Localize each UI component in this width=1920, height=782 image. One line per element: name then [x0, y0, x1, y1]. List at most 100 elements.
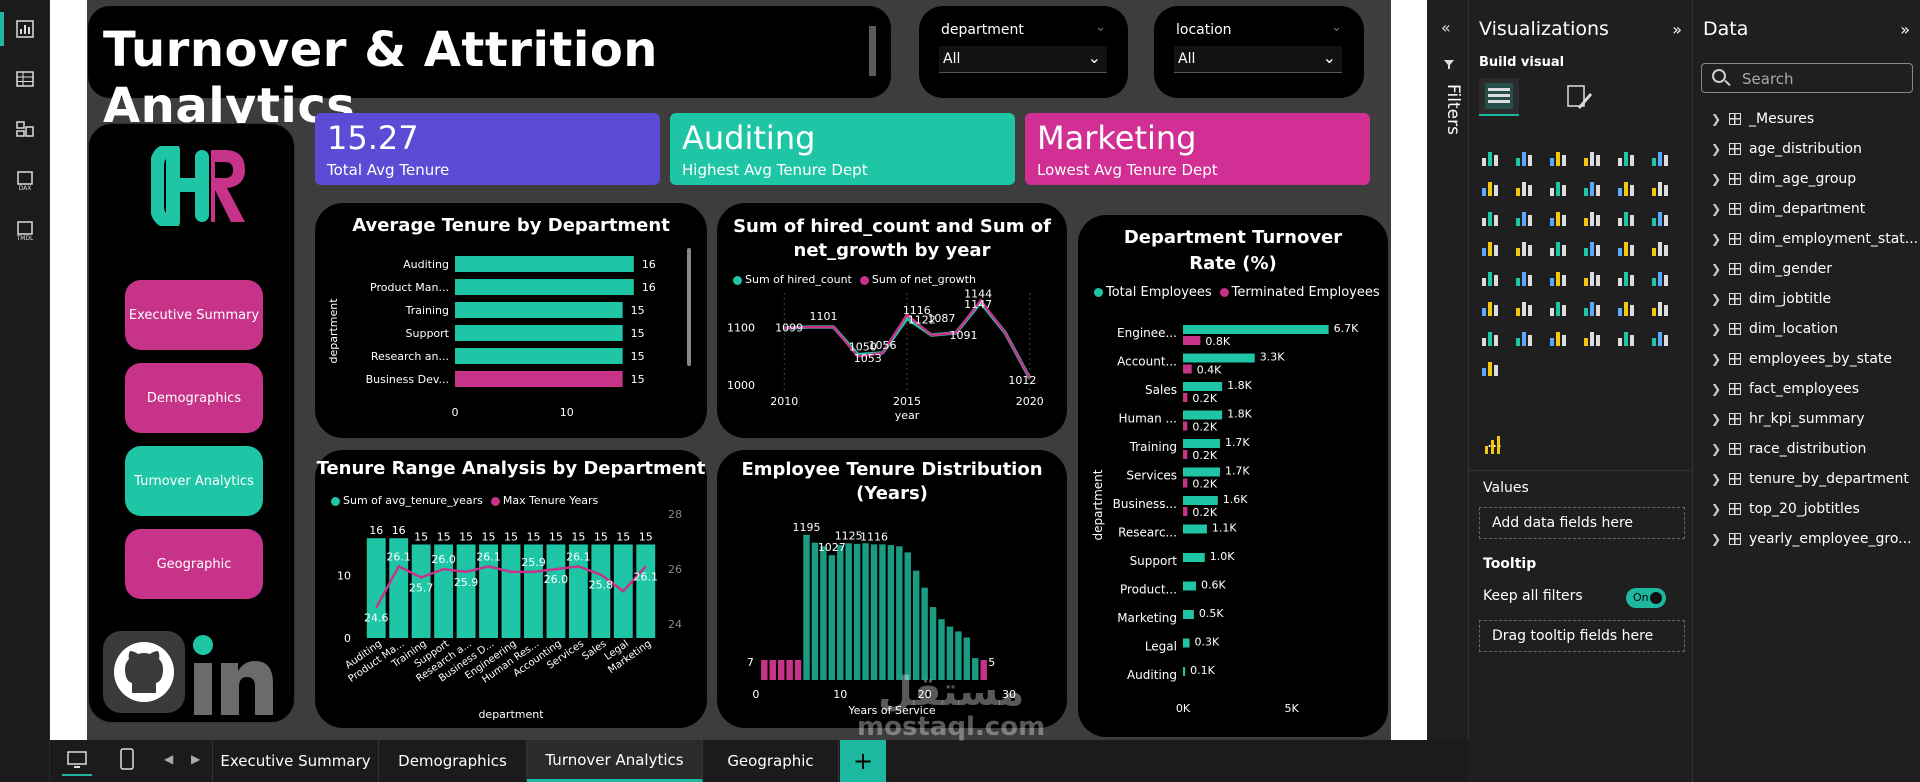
- data-table-item[interactable]: ❯ dim_gender: [1711, 258, 1832, 280]
- area-chart-icon[interactable]: [1513, 176, 1535, 198]
- chevron-right-icon[interactable]: ❯: [1711, 412, 1722, 426]
- scatter-icon[interactable]: [1513, 206, 1535, 228]
- filters-pane-collapsed[interactable]: « Filters: [1427, 0, 1469, 740]
- avg-tenure-bar-chart[interactable]: Auditing 16 Product Man... 16 Training 15 Supp…: [315, 203, 707, 438]
- report-view-icon[interactable]: [10, 14, 40, 44]
- azure-map-icon[interactable]: [1581, 236, 1603, 258]
- metrics-icon[interactable]: [1547, 326, 1569, 348]
- slicer-icon[interactable]: [1513, 266, 1535, 288]
- chevron-right-icon[interactable]: ❯: [1711, 262, 1722, 276]
- treemap-icon[interactable]: [1479, 236, 1501, 258]
- combo-icon[interactable]: [1649, 176, 1671, 198]
- map-icon[interactable]: [1513, 236, 1535, 258]
- department-dropdown[interactable]: All ⌄: [939, 46, 1107, 73]
- data-table-item[interactable]: ❯ dim_department: [1711, 198, 1865, 220]
- data-table-item[interactable]: ❯ age_distribution: [1711, 138, 1862, 160]
- line-chart-icon[interactable]: [1479, 176, 1501, 198]
- power-automate-icon[interactable]: [1513, 326, 1535, 348]
- donut-chart-icon[interactable]: [1649, 206, 1671, 228]
- chevron-right-icon[interactable]: ❯: [1711, 442, 1722, 456]
- chevron-right-icon[interactable]: ❯: [1711, 532, 1722, 546]
- qa-icon[interactable]: [1547, 296, 1569, 318]
- gauge-icon[interactable]: [1615, 236, 1637, 258]
- location-slicer[interactable]: location ⌄ All ⌄: [1154, 6, 1364, 98]
- keep-filters-toggle[interactable]: On: [1626, 588, 1666, 608]
- search-input[interactable]: Search: [1701, 63, 1913, 93]
- format-visual-tab[interactable]: [1559, 78, 1599, 116]
- chevron-right-icon[interactable]: ❯: [1711, 382, 1722, 396]
- python-visual-icon[interactable]: [1649, 266, 1671, 288]
- chevron-right-icon[interactable]: ❯: [1711, 322, 1722, 336]
- linkedin-icon[interactable]: [189, 631, 277, 719]
- data-table-item[interactable]: ❯ fact_employees: [1711, 378, 1859, 400]
- github-icon[interactable]: [103, 631, 185, 713]
- line-column-icon[interactable]: [1479, 206, 1501, 228]
- tab-demographics[interactable]: Demographics: [379, 740, 527, 782]
- 100-bar-icon[interactable]: [1615, 146, 1637, 168]
- image-icon[interactable]: [1581, 326, 1603, 348]
- power-apps-icon[interactable]: [1479, 326, 1501, 348]
- funnel-icon[interactable]: [1547, 206, 1569, 228]
- tooltip-dropwell[interactable]: Drag tooltip fields here: [1479, 620, 1685, 652]
- hired-growth-line-chart[interactable]: 2010 2015 2020 1000 1100 1099 1101 105010531056…: [717, 203, 1067, 438]
- data-table-item[interactable]: ❯ _Mesures: [1711, 108, 1814, 130]
- data-table-item[interactable]: ❯ dim_age_group: [1711, 168, 1856, 190]
- table-icon[interactable]: [1547, 266, 1569, 288]
- nav-executive-summary-button[interactable]: Executive Summary: [125, 280, 263, 350]
- data-table-item[interactable]: ❯ hr_kpi_summary: [1711, 408, 1865, 430]
- desktop-layout-icon[interactable]: [62, 746, 92, 776]
- chevron-right-icon[interactable]: ❯: [1711, 502, 1722, 516]
- scatter-dots-icon[interactable]: [1581, 206, 1603, 228]
- 100-column-icon[interactable]: [1649, 146, 1671, 168]
- kpi-icon[interactable]: [1479, 266, 1501, 288]
- chevron-right-icon[interactable]: ❯: [1711, 112, 1722, 126]
- diamond-icon[interactable]: [1649, 326, 1671, 348]
- data-table-item[interactable]: ❯ tenure_by_department: [1711, 468, 1909, 490]
- clustered-bar-icon[interactable]: [1547, 146, 1569, 168]
- build-visual-tab[interactable]: [1479, 78, 1519, 116]
- turnover-rate-bar-chart[interactable]: Enginee... 6.7K 0.8K Account... 3.3K 0.4K Sale…: [1078, 215, 1388, 737]
- decomposition-tree-icon[interactable]: [1513, 296, 1535, 318]
- chevron-right-icon[interactable]: ❯: [1711, 202, 1722, 216]
- data-table-item[interactable]: ❯ yearly_employee_gro...: [1711, 528, 1912, 550]
- collapse-filters-icon[interactable]: «: [1441, 18, 1451, 37]
- paginated-icon[interactable]: [1649, 296, 1671, 318]
- chevron-right-icon[interactable]: ❯: [1711, 142, 1722, 156]
- chevron-down-icon[interactable]: ⌄: [1331, 20, 1342, 35]
- stacked-bar-icon[interactable]: [1479, 146, 1501, 168]
- stacked-area-icon[interactable]: [1547, 176, 1569, 198]
- narrative-icon[interactable]: [1581, 296, 1603, 318]
- prev-page-icon[interactable]: ◀: [164, 752, 174, 766]
- filled-map-icon[interactable]: [1547, 236, 1569, 258]
- waterfall-icon[interactable]: [1615, 176, 1637, 198]
- mobile-layout-icon[interactable]: [120, 748, 142, 774]
- expand-pane-icon[interactable]: »: [1672, 20, 1682, 39]
- turnover-rate-chart-panel[interactable]: Department Turnover Rate (%) Total Emplo…: [1078, 215, 1388, 737]
- model-view-icon[interactable]: [10, 114, 40, 144]
- data-table-item[interactable]: ❯ dim_employment_stat...: [1711, 228, 1918, 250]
- nav-turnover-analytics-button[interactable]: Turnover Analytics: [125, 446, 263, 516]
- data-table-item[interactable]: ❯ top_20_jobtitles: [1711, 498, 1860, 520]
- tenure-distribution-chart-panel[interactable]: Employee Tenure Distribution (Years) 7 11…: [717, 450, 1067, 728]
- chevron-right-icon[interactable]: ❯: [1711, 232, 1722, 246]
- key-influencers-icon[interactable]: [1479, 296, 1501, 318]
- tab-executive-summary[interactable]: Executive Summary: [212, 740, 379, 782]
- pie-chart-icon[interactable]: [1615, 206, 1637, 228]
- department-slicer[interactable]: department ⌄ All ⌄: [919, 6, 1128, 98]
- data-table-item[interactable]: ❯ dim_location: [1711, 318, 1838, 340]
- next-page-icon[interactable]: ▶: [191, 752, 201, 766]
- data-table-item[interactable]: ❯ race_distribution: [1711, 438, 1866, 460]
- clustered-column-icon[interactable]: [1581, 146, 1603, 168]
- tab-turnover-analytics[interactable]: Turnover Analytics: [527, 740, 703, 782]
- tenure-range-chart-panel[interactable]: Tenure Range Analysis by Department Sum …: [315, 450, 707, 728]
- values-dropwell[interactable]: Add data fields here: [1479, 507, 1685, 539]
- table-view-icon[interactable]: [10, 64, 40, 94]
- data-table-item[interactable]: ❯ dim_jobtitle: [1711, 288, 1831, 310]
- chevron-right-icon[interactable]: ❯: [1711, 472, 1722, 486]
- nav-geographic-button[interactable]: Geographic: [125, 529, 263, 599]
- tab-geographic[interactable]: Geographic: [703, 740, 839, 782]
- data-table-item[interactable]: ❯ employees_by_state: [1711, 348, 1892, 370]
- card-icon[interactable]: [1649, 236, 1671, 258]
